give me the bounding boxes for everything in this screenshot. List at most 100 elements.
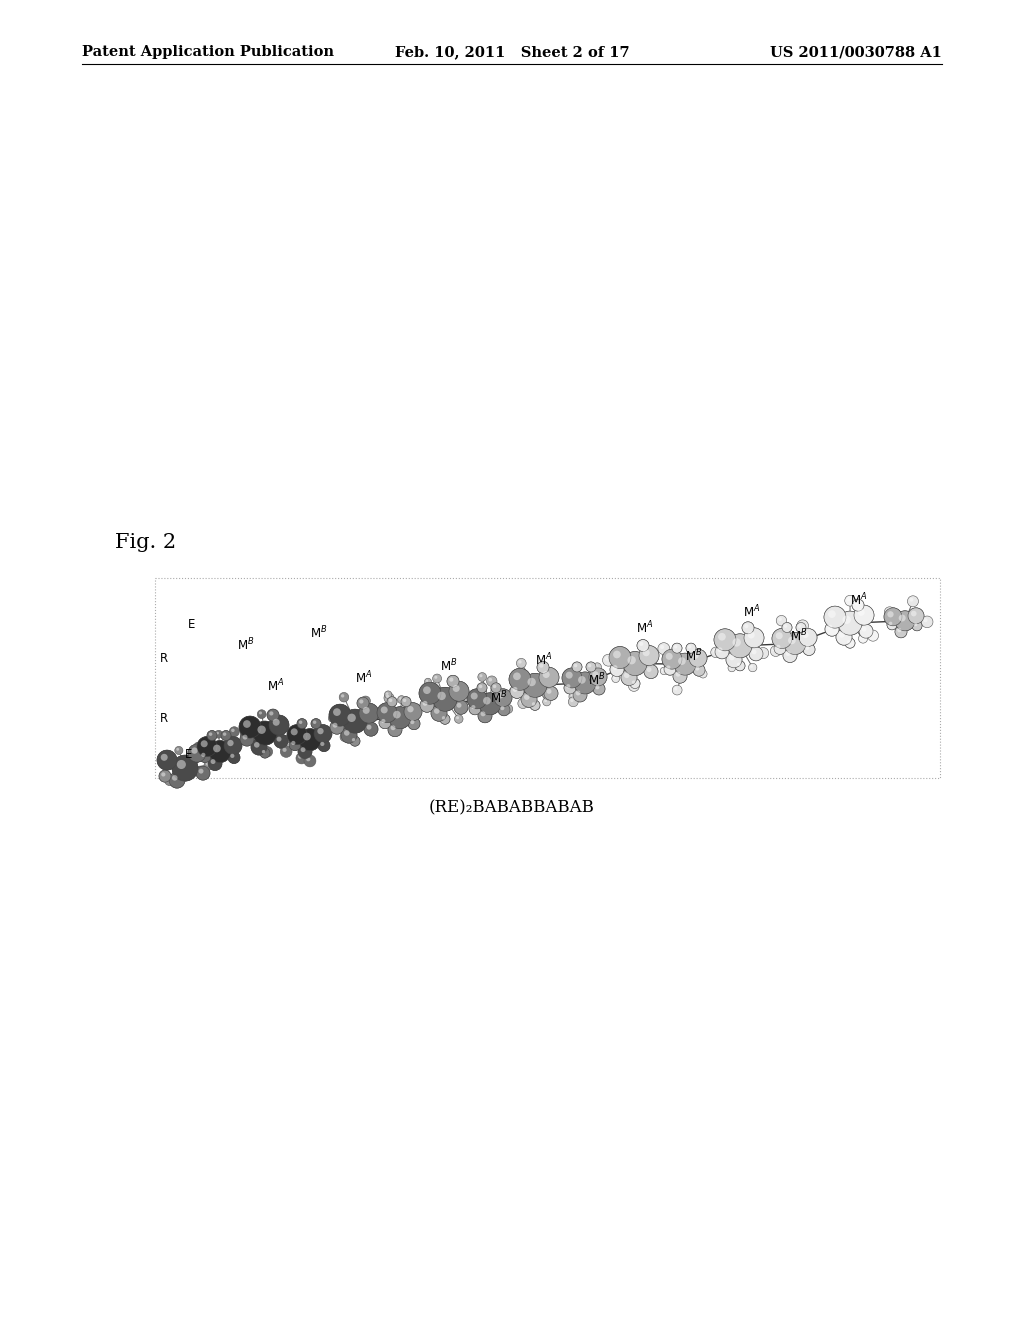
Circle shape xyxy=(713,649,717,653)
Circle shape xyxy=(456,717,459,719)
Circle shape xyxy=(692,652,698,659)
Circle shape xyxy=(662,649,682,669)
Circle shape xyxy=(613,651,621,659)
Circle shape xyxy=(215,730,222,738)
Circle shape xyxy=(264,748,268,752)
Circle shape xyxy=(342,734,345,738)
Circle shape xyxy=(886,610,894,619)
Circle shape xyxy=(449,681,469,701)
Circle shape xyxy=(667,665,671,669)
Circle shape xyxy=(630,678,640,689)
Circle shape xyxy=(884,607,902,626)
Circle shape xyxy=(521,692,537,708)
Circle shape xyxy=(441,717,445,719)
Circle shape xyxy=(199,751,211,763)
Circle shape xyxy=(732,639,740,647)
Circle shape xyxy=(352,738,355,742)
Circle shape xyxy=(199,768,204,774)
Circle shape xyxy=(566,684,570,688)
Circle shape xyxy=(752,649,757,655)
Circle shape xyxy=(447,676,459,688)
Circle shape xyxy=(344,730,349,735)
Circle shape xyxy=(518,698,528,709)
Circle shape xyxy=(494,689,512,706)
Circle shape xyxy=(397,696,406,704)
Circle shape xyxy=(613,651,621,659)
Circle shape xyxy=(509,688,517,697)
Circle shape xyxy=(204,760,213,770)
Circle shape xyxy=(283,748,287,752)
Circle shape xyxy=(700,672,703,675)
Circle shape xyxy=(718,632,726,640)
Circle shape xyxy=(676,672,681,677)
Circle shape xyxy=(453,685,460,692)
Circle shape xyxy=(778,618,782,620)
Circle shape xyxy=(224,737,242,755)
Circle shape xyxy=(433,688,457,711)
Text: M$^A$: M$^A$ xyxy=(535,652,552,668)
Circle shape xyxy=(621,669,637,685)
Circle shape xyxy=(860,636,863,639)
Circle shape xyxy=(287,725,307,744)
Circle shape xyxy=(440,714,450,725)
Circle shape xyxy=(776,632,782,639)
Circle shape xyxy=(253,721,278,744)
Circle shape xyxy=(885,607,895,618)
Circle shape xyxy=(884,607,902,626)
Circle shape xyxy=(729,655,734,660)
Circle shape xyxy=(527,677,536,686)
Circle shape xyxy=(423,686,431,694)
Circle shape xyxy=(317,727,324,734)
Circle shape xyxy=(637,640,649,652)
Circle shape xyxy=(861,627,866,632)
Circle shape xyxy=(737,663,740,667)
Circle shape xyxy=(859,624,873,638)
Circle shape xyxy=(340,733,349,742)
Circle shape xyxy=(637,640,649,652)
Circle shape xyxy=(386,694,389,698)
Circle shape xyxy=(629,680,639,692)
Circle shape xyxy=(862,612,864,615)
Circle shape xyxy=(389,698,392,702)
Circle shape xyxy=(301,747,305,752)
Circle shape xyxy=(381,706,388,713)
Circle shape xyxy=(449,681,469,701)
Circle shape xyxy=(715,645,729,659)
Circle shape xyxy=(311,718,321,729)
Circle shape xyxy=(380,705,391,717)
Circle shape xyxy=(799,622,803,626)
Circle shape xyxy=(367,725,372,730)
Circle shape xyxy=(530,701,540,710)
Circle shape xyxy=(666,653,673,660)
Circle shape xyxy=(565,672,572,678)
Circle shape xyxy=(646,667,651,672)
Circle shape xyxy=(621,669,637,685)
Circle shape xyxy=(899,615,905,622)
Circle shape xyxy=(593,682,605,694)
Circle shape xyxy=(543,671,550,678)
Circle shape xyxy=(572,661,582,672)
Circle shape xyxy=(384,693,394,704)
Circle shape xyxy=(257,726,266,734)
Circle shape xyxy=(201,741,208,747)
Circle shape xyxy=(748,631,755,639)
Circle shape xyxy=(838,611,862,635)
Circle shape xyxy=(298,744,312,759)
Circle shape xyxy=(362,698,366,701)
Circle shape xyxy=(854,602,858,606)
Circle shape xyxy=(895,611,915,631)
Circle shape xyxy=(321,742,325,746)
Circle shape xyxy=(329,704,351,726)
Circle shape xyxy=(693,664,705,676)
Circle shape xyxy=(843,615,851,624)
Circle shape xyxy=(612,665,617,671)
Circle shape xyxy=(827,624,833,630)
Circle shape xyxy=(782,623,792,632)
Circle shape xyxy=(291,741,295,744)
Circle shape xyxy=(628,656,636,664)
Circle shape xyxy=(260,748,270,758)
Circle shape xyxy=(202,752,206,756)
Circle shape xyxy=(364,722,378,737)
Circle shape xyxy=(912,620,922,631)
Circle shape xyxy=(357,697,369,709)
